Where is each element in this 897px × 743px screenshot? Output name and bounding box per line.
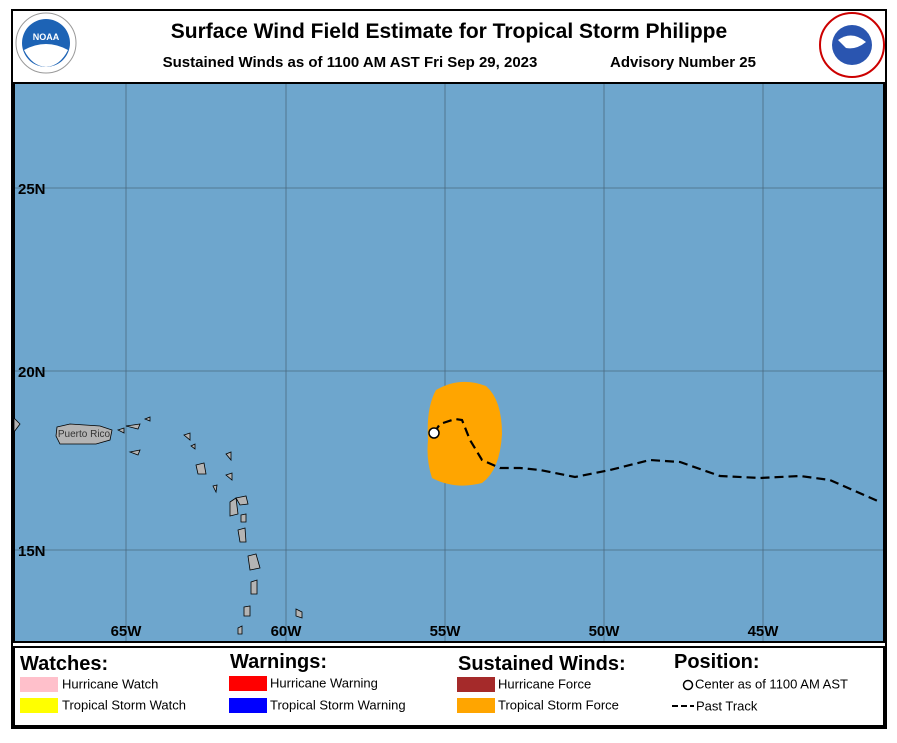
logo-text: NOAA xyxy=(33,32,60,42)
past-track xyxy=(433,417,881,504)
legend-heading: Warnings: xyxy=(230,651,327,673)
legend-item: Hurricane Force xyxy=(498,676,591,691)
legend-swatch xyxy=(20,698,58,713)
storm-center xyxy=(428,427,440,439)
legend-heading: Watches: xyxy=(20,653,108,675)
legend xyxy=(13,646,885,727)
longitude-label: 65W xyxy=(111,623,143,640)
land xyxy=(13,416,303,635)
tropical-storm-wind-field xyxy=(427,381,502,486)
legend-item: Hurricane Watch xyxy=(62,676,158,691)
longitude-label: 55W xyxy=(430,623,462,640)
legend-heading: Position: xyxy=(674,651,760,673)
graticule xyxy=(15,84,883,641)
ocean xyxy=(13,82,885,643)
legend-swatch xyxy=(20,677,58,692)
longitude-label: 45W xyxy=(748,623,780,640)
latitude-label: 15N xyxy=(18,543,46,560)
nws-logo xyxy=(819,12,885,78)
legend-center-symbol xyxy=(682,679,694,691)
legend-swatch xyxy=(229,698,267,713)
longitude-label: 50W xyxy=(589,623,621,640)
latitude-label: 25N xyxy=(18,181,46,198)
place-label: Puerto Rico xyxy=(58,429,111,440)
legend-item: Tropical Storm Watch xyxy=(62,697,186,712)
subtitle: Sustained Winds as of 1100 AM AST Fri Se… xyxy=(163,54,538,71)
legend-heading: Sustained Winds: xyxy=(458,653,626,675)
legend-swatch xyxy=(457,677,495,692)
latitude-label: 20N xyxy=(18,364,46,381)
longitude-label: 60W xyxy=(271,623,303,640)
legend-item: Tropical Storm Warning xyxy=(270,697,406,712)
advisory: Advisory Number 25 xyxy=(610,54,756,71)
legend-item: Tropical Storm Force xyxy=(498,697,619,712)
legend-swatch xyxy=(229,676,267,691)
legend-item: Hurricane Warning xyxy=(270,675,378,690)
title: Surface Wind Field Estimate for Tropical… xyxy=(171,20,727,43)
legend-item: Past Track xyxy=(696,698,758,713)
legend-item: Center as of 1100 AM AST xyxy=(695,676,848,691)
legend-swatch xyxy=(457,698,495,713)
noaa-logo: NOAA xyxy=(15,12,77,74)
